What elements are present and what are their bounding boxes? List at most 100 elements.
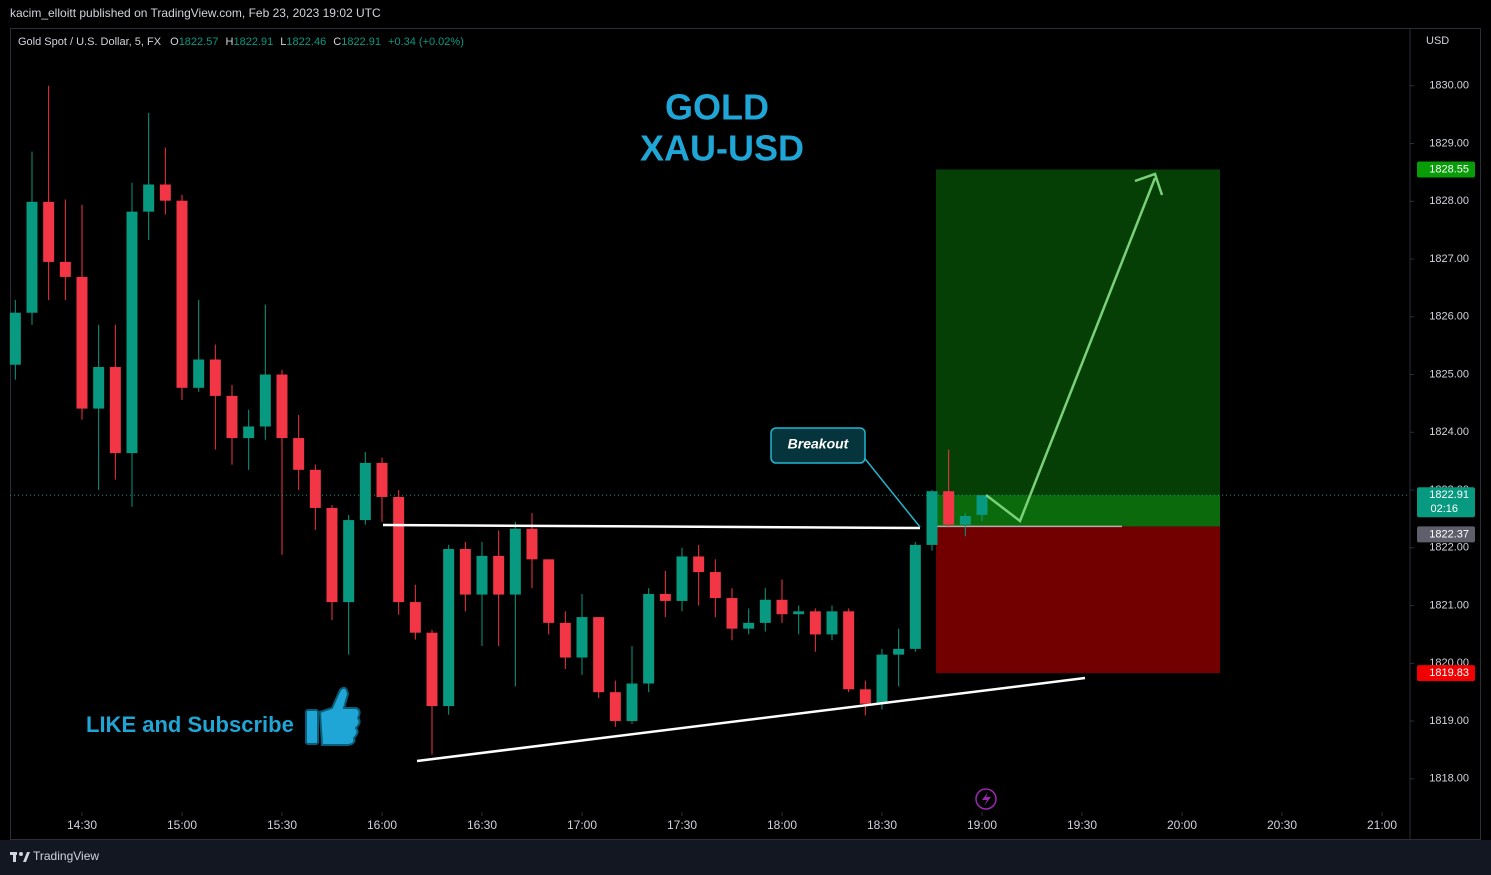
support-line — [416, 676, 1086, 763]
target-badge — [1417, 161, 1475, 178]
candle-body — [276, 374, 288, 439]
candle-body — [76, 276, 88, 409]
legend-o: 1822.57 — [179, 36, 219, 48]
candle-body — [626, 683, 638, 722]
candle-body — [509, 528, 521, 595]
candle-body — [693, 556, 705, 573]
legend-change: +0.34 (+0.02%) — [388, 36, 464, 48]
candle-body — [343, 520, 355, 603]
candle-body — [543, 559, 555, 623]
candle-body — [226, 395, 238, 439]
candle-body — [309, 469, 321, 508]
x-tick-label: 17:30 — [667, 818, 697, 832]
legend-l-label: L — [280, 36, 286, 48]
chart-title: GOLD — [665, 87, 769, 128]
candle-body — [43, 201, 55, 262]
candle-body — [376, 462, 388, 497]
callout-text: Breakout — [788, 436, 850, 452]
candle-body — [476, 555, 488, 595]
candle-body — [909, 544, 921, 649]
y-tick-label: 1826.00 — [1429, 311, 1469, 323]
x-tick-label: 17:00 — [567, 818, 597, 832]
event-icon — [975, 788, 997, 810]
x-tick-label: 18:00 — [767, 818, 797, 832]
candle-body — [93, 367, 105, 409]
candle-body — [926, 491, 938, 545]
candle-body — [393, 496, 405, 603]
candle-body — [576, 617, 588, 658]
candle-body — [143, 184, 155, 212]
candle-body — [709, 572, 721, 599]
legend-h: 1822.91 — [233, 36, 273, 48]
x-tick-label: 15:00 — [167, 818, 197, 832]
chart-subtitle: XAU-USD — [640, 128, 804, 169]
candle-body — [743, 622, 755, 629]
candle-body — [293, 438, 305, 470]
header: kacim_elloitt published on TradingView.c… — [10, 6, 381, 20]
candle-body — [176, 200, 188, 388]
x-tick-label: 18:30 — [867, 818, 897, 832]
candle-body — [759, 599, 771, 623]
candle-body — [126, 211, 138, 454]
y-tick-label: 1824.00 — [1429, 426, 1469, 438]
y-tick-label: 1827.00 — [1429, 253, 1469, 265]
y-tick-label: 1819.00 — [1429, 715, 1469, 727]
candle-body — [726, 598, 738, 629]
x-tick-label: 16:00 — [367, 818, 397, 832]
footer-logo — [10, 852, 30, 862]
y-tick-label: 1818.00 — [1429, 773, 1469, 785]
y-tick-label: 1829.00 — [1429, 137, 1469, 149]
x-tick-label: 16:30 — [467, 818, 497, 832]
y-tick-label: 1828.00 — [1429, 195, 1469, 207]
candle-body — [593, 617, 605, 693]
candle-body — [359, 462, 371, 521]
candle-body — [193, 359, 205, 388]
candle-body — [959, 516, 971, 525]
candles — [9, 85, 988, 755]
stop-label: 1819.83 — [1429, 667, 1469, 679]
candle-body — [443, 548, 455, 707]
resistance-line — [382, 523, 921, 530]
projection-arrow — [985, 177, 1157, 523]
candle-body — [876, 654, 888, 704]
x-tick-label: 14:30 — [67, 818, 97, 832]
y-tick-label: 1821.00 — [1429, 599, 1469, 611]
legend-symbol: Gold Spot / U.S. Dollar, 5, FX — [18, 36, 162, 48]
currency-label: USD — [1426, 35, 1449, 47]
candle-body — [159, 184, 171, 201]
y-tick-label: 1822.00 — [1429, 542, 1469, 554]
candle-body — [559, 622, 571, 658]
candle-body — [409, 602, 421, 633]
y-tick-label: 1825.00 — [1429, 368, 1469, 380]
arrow-head — [1134, 172, 1164, 196]
stop-badge — [1417, 665, 1475, 682]
x-tick-label: 21:00 — [1367, 818, 1397, 832]
candle-body — [776, 599, 788, 615]
stop-zone — [936, 526, 1220, 674]
candle-body — [243, 426, 255, 439]
candle-body — [9, 312, 21, 365]
x-tick-label: 19:00 — [967, 818, 997, 832]
legend-l: 1822.46 — [286, 36, 326, 48]
footer-band — [0, 840, 1491, 875]
frame — [10, 28, 1481, 840]
candle-body — [426, 632, 438, 707]
legend-c: 1822.91 — [341, 36, 381, 48]
x-tick-label: 20:00 — [1167, 818, 1197, 832]
legend-o-label: O — [170, 36, 179, 48]
candle-body — [259, 374, 271, 427]
candle-body — [859, 689, 871, 704]
cta-text: LIKE and Subscribe — [86, 712, 294, 737]
candle-body — [826, 611, 838, 635]
candle-body — [793, 611, 805, 615]
candle-body — [326, 507, 338, 603]
candle-body — [943, 491, 955, 525]
legend-h-label: H — [226, 36, 234, 48]
countdown-label: 02:16 — [1430, 503, 1458, 515]
x-tick-label: 19:30 — [1067, 818, 1097, 832]
candle-body — [109, 367, 121, 454]
front-layer: 1828.55 1822.91 02:16 1822.37 1819.83 — [1417, 161, 1475, 682]
event-bolt — [982, 792, 991, 806]
target-zone — [936, 169, 1220, 527]
callout-pointer — [861, 454, 921, 528]
